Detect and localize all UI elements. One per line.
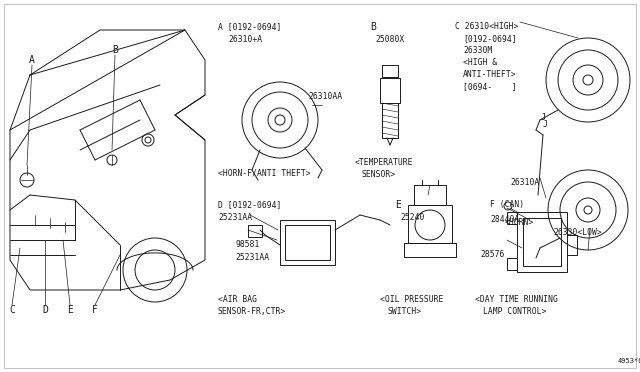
Bar	[382, 103, 398, 138]
Text: B: B	[370, 22, 376, 32]
Text: <HORN>: <HORN>	[505, 218, 534, 227]
Text: F (CAN): F (CAN)	[490, 200, 524, 209]
Text: 26330<LOW>: 26330<LOW>	[553, 228, 602, 237]
Text: D [0192-0694]: D [0192-0694]	[218, 200, 282, 209]
Text: <HORN-F/ANTI THEFT>: <HORN-F/ANTI THEFT>	[218, 168, 310, 177]
Text: 26310AA: 26310AA	[308, 92, 342, 101]
Text: 26310A: 26310A	[510, 178, 540, 187]
Text: B: B	[112, 45, 118, 55]
Text: 25231AA: 25231AA	[235, 253, 269, 262]
Text: E: E	[395, 200, 401, 210]
Text: C: C	[9, 305, 15, 315]
Text: 25240: 25240	[400, 213, 424, 222]
Text: 25231AA: 25231AA	[218, 213, 252, 222]
Text: A: A	[29, 55, 35, 65]
Text: LAMP CONTROL>: LAMP CONTROL>	[483, 307, 547, 316]
Bar	[523, 218, 561, 266]
Text: <HIGH &: <HIGH &	[463, 58, 497, 67]
Text: J: J	[541, 113, 545, 122]
Text: 26310+A: 26310+A	[228, 35, 262, 44]
Bar	[408, 205, 452, 243]
Text: 28576: 28576	[480, 250, 504, 259]
Text: SWITCH>: SWITCH>	[388, 307, 422, 316]
Text: SENSOR>: SENSOR>	[362, 170, 396, 179]
Bar	[285, 225, 330, 260]
Text: 98581: 98581	[235, 240, 259, 249]
Text: [0694-    ]: [0694- ]	[463, 82, 516, 91]
Text: [0192-0694]: [0192-0694]	[463, 34, 516, 43]
Text: D: D	[42, 305, 48, 315]
Text: <AIR BAG: <AIR BAG	[218, 295, 257, 304]
Bar	[280, 220, 335, 265]
Bar	[507, 258, 517, 270]
Bar	[414, 185, 446, 205]
Bar	[507, 212, 517, 224]
Bar	[380, 78, 400, 103]
Text: 25080X: 25080X	[375, 35, 404, 44]
Text: J: J	[543, 120, 548, 129]
Text: <OIL PRESSURE: <OIL PRESSURE	[380, 295, 444, 304]
Text: <DAY TIME RUNNING: <DAY TIME RUNNING	[475, 295, 558, 304]
Text: E: E	[67, 305, 73, 315]
Text: 28440A: 28440A	[490, 215, 519, 224]
Text: 26330M: 26330M	[463, 46, 492, 55]
Text: <TEMPERATURE: <TEMPERATURE	[355, 158, 413, 167]
Text: A [0192-0694]: A [0192-0694]	[218, 22, 282, 31]
Text: F: F	[92, 305, 98, 315]
Bar	[517, 212, 567, 272]
Bar	[404, 243, 456, 257]
Text: ANTI-THEFT>: ANTI-THEFT>	[463, 70, 516, 79]
Text: 4953*022: 4953*022	[618, 358, 640, 364]
Bar	[382, 65, 398, 77]
Bar	[248, 225, 262, 237]
Text: SENSOR-FR,CTR>: SENSOR-FR,CTR>	[218, 307, 286, 316]
Text: C 26310<HIGH>: C 26310<HIGH>	[455, 22, 518, 31]
